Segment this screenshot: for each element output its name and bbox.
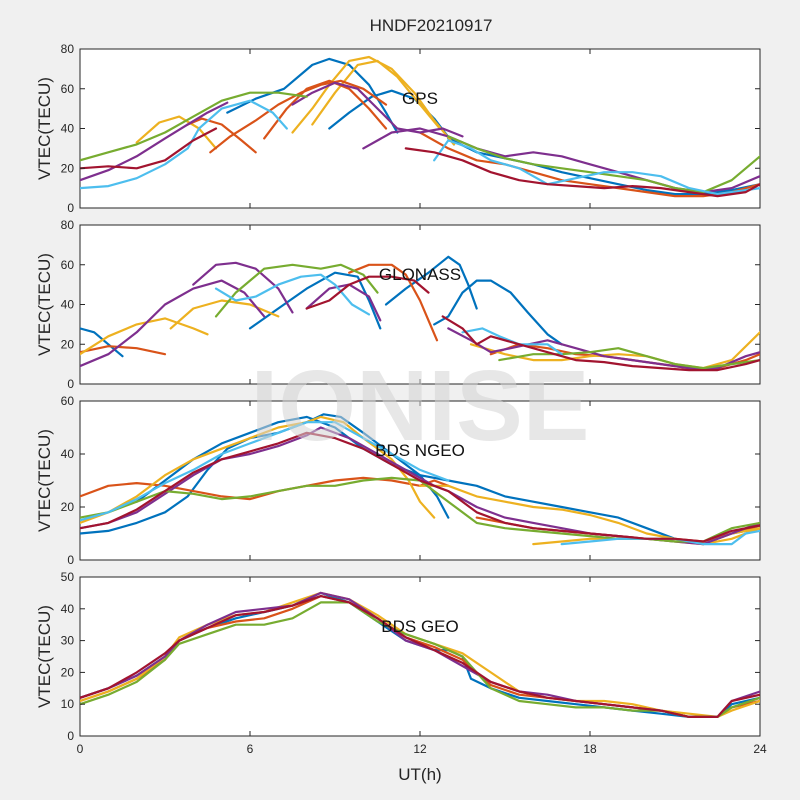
x-tick-label: 6	[247, 742, 254, 756]
x-tick-label: 24	[753, 742, 767, 756]
series-line-4	[291, 55, 456, 146]
series-line-11	[80, 101, 229, 182]
panel-label-gps: GPS	[402, 89, 438, 108]
series-line-9	[186, 117, 257, 154]
series-line-12	[80, 431, 760, 543]
series-line-20	[441, 315, 760, 372]
y-tick-label: 0	[67, 377, 74, 391]
series-line-19	[305, 275, 430, 310]
series-line-16	[80, 99, 288, 190]
series-line-2	[328, 89, 456, 146]
x-tick-label: 12	[413, 742, 427, 756]
panel-bds-geo: 0 10 20 30 40 50 0 6 12 18 24 VTEC(TECU) BDS GEO	[35, 570, 767, 756]
y-tick-label: 40	[61, 122, 75, 136]
series-line-10	[80, 421, 450, 522]
y-tick-label: 30	[61, 634, 75, 648]
series-line-18	[80, 127, 218, 170]
series-line-1	[80, 327, 124, 358]
y-tick-label: 60	[61, 394, 75, 408]
panel-glonass: 0 20 40 60 80 VTEC(TECU) GLONASS	[35, 218, 761, 391]
series-line-12	[192, 261, 294, 314]
series-line-6	[80, 595, 760, 718]
y-tick-label: 0	[67, 201, 74, 215]
y-tick-label: 60	[61, 258, 75, 272]
series-line-7	[209, 79, 388, 154]
series-group	[80, 255, 760, 372]
series-line-16	[498, 347, 760, 370]
series-line-15	[214, 263, 379, 318]
series-line-12	[291, 81, 464, 138]
y-tick-label: 10	[61, 697, 75, 711]
series-line-5	[311, 59, 441, 130]
y-tick-label: 50	[61, 570, 75, 584]
y-tick-label: 80	[61, 42, 75, 56]
series-line-14	[447, 327, 760, 370]
y-axis-label: VTEC(TECU)	[35, 429, 54, 532]
panel-label-bds-geo: BDS GEO	[381, 617, 458, 636]
series-line-6	[348, 263, 439, 342]
series-line-11	[80, 279, 266, 368]
series-line-14	[80, 91, 308, 162]
series-line-17	[214, 273, 371, 316]
x-tick-label: 18	[583, 742, 597, 756]
y-tick-label: 20	[61, 665, 75, 679]
series-line-2	[248, 271, 382, 330]
y-tick-label: 40	[61, 447, 75, 461]
series-line-10	[418, 131, 760, 198]
figure-title: HNDF20210917	[370, 16, 493, 35]
y-axis-label: VTEC(TECU)	[35, 253, 54, 356]
y-axis-label: VTEC(TECU)	[35, 77, 54, 180]
series-line-8	[80, 317, 209, 356]
y-tick-label: 80	[61, 218, 75, 232]
y-tick-label: 20	[61, 161, 75, 175]
y-tick-label: 0	[67, 729, 74, 743]
panel-bds-ngeo: 0 20 40 60 VTEC(TECU) BDS NGEO	[35, 394, 761, 567]
series-line-8	[263, 79, 388, 140]
axes-box	[79, 576, 761, 737]
panel-label-glonass: GLONASS	[379, 265, 461, 284]
watermark: IONISE	[251, 350, 590, 462]
y-tick-label: 0	[67, 553, 74, 567]
panel-label-bds-ngeo: BDS NGEO	[375, 441, 465, 460]
x-tick-label: 0	[77, 742, 84, 756]
y-tick-label: 20	[61, 337, 75, 351]
series-line-1	[226, 57, 399, 134]
y-tick-label: 40	[61, 602, 75, 616]
axes-box	[79, 224, 761, 385]
series-line-4	[433, 279, 563, 346]
series-line-19	[404, 147, 760, 198]
series-group	[80, 55, 760, 198]
panel-gps: 0 20 40 60 80 VTEC(TECU) GPS	[35, 42, 761, 215]
series-line-15	[447, 135, 760, 194]
series-line-10	[469, 331, 760, 370]
y-tick-label: 20	[61, 500, 75, 514]
series-line-3	[384, 255, 478, 310]
y-tick-label: 40	[61, 298, 75, 312]
series-line-5	[80, 345, 167, 356]
y-tick-label: 60	[61, 82, 75, 96]
series-line-17	[433, 139, 760, 196]
series-group	[80, 413, 760, 546]
x-axis-label: UT(h)	[398, 765, 441, 784]
series-line-9	[169, 299, 280, 330]
y-axis-label: VTEC(TECU)	[35, 605, 54, 708]
series-group	[80, 591, 760, 718]
series-line-18	[461, 327, 563, 356]
